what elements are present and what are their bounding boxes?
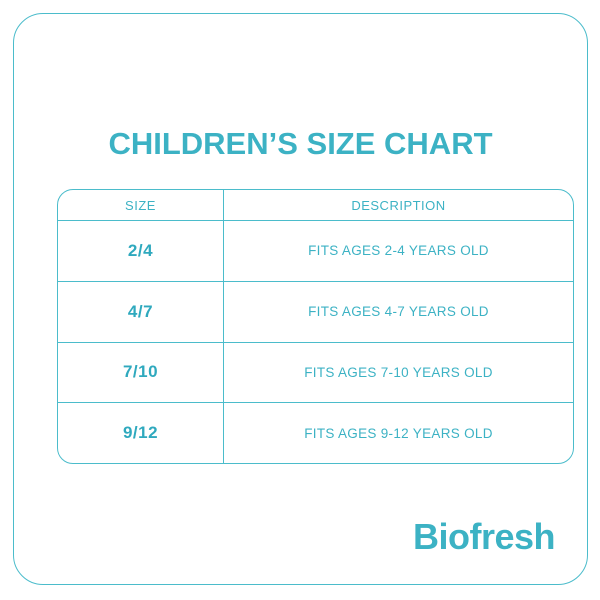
biofresh-logo: Biofresh bbox=[412, 516, 556, 557]
table-row: 2/4 FITS AGES 2-4 YEARS OLD bbox=[58, 220, 573, 281]
size-cell: 7/10 bbox=[58, 342, 224, 403]
description-cell: FITS AGES 4-7 YEARS OLD bbox=[308, 304, 489, 320]
table-row: 4/7 FITS AGES 4-7 YEARS OLD bbox=[58, 280, 573, 342]
description-cell: FITS AGES 9-12 YEARS OLD bbox=[304, 425, 493, 441]
size-table: SIZE DESCRIPTION 2/4 FITS AGES 2-4 YEARS… bbox=[57, 189, 574, 464]
size-cell: 4/7 bbox=[58, 281, 224, 342]
table-header-row: SIZE DESCRIPTION bbox=[58, 190, 573, 220]
size-chart-card: CHILDREN’S SIZE CHART SIZE DESCRIPTION 2… bbox=[13, 13, 588, 585]
header-description: DESCRIPTION bbox=[351, 197, 446, 213]
size-cell: 2/4 bbox=[58, 221, 224, 281]
description-cell: FITS AGES 2-4 YEARS OLD bbox=[308, 243, 489, 259]
page-title: CHILDREN’S SIZE CHART bbox=[108, 126, 493, 161]
header-size: SIZE bbox=[58, 190, 224, 220]
size-cell: 9/12 bbox=[58, 403, 224, 463]
table-row: 9/12 FITS AGES 9-12 YEARS OLD bbox=[58, 402, 573, 463]
description-cell: FITS AGES 7-10 YEARS OLD bbox=[304, 364, 493, 380]
table-row: 7/10 FITS AGES 7-10 YEARS OLD bbox=[58, 341, 573, 403]
